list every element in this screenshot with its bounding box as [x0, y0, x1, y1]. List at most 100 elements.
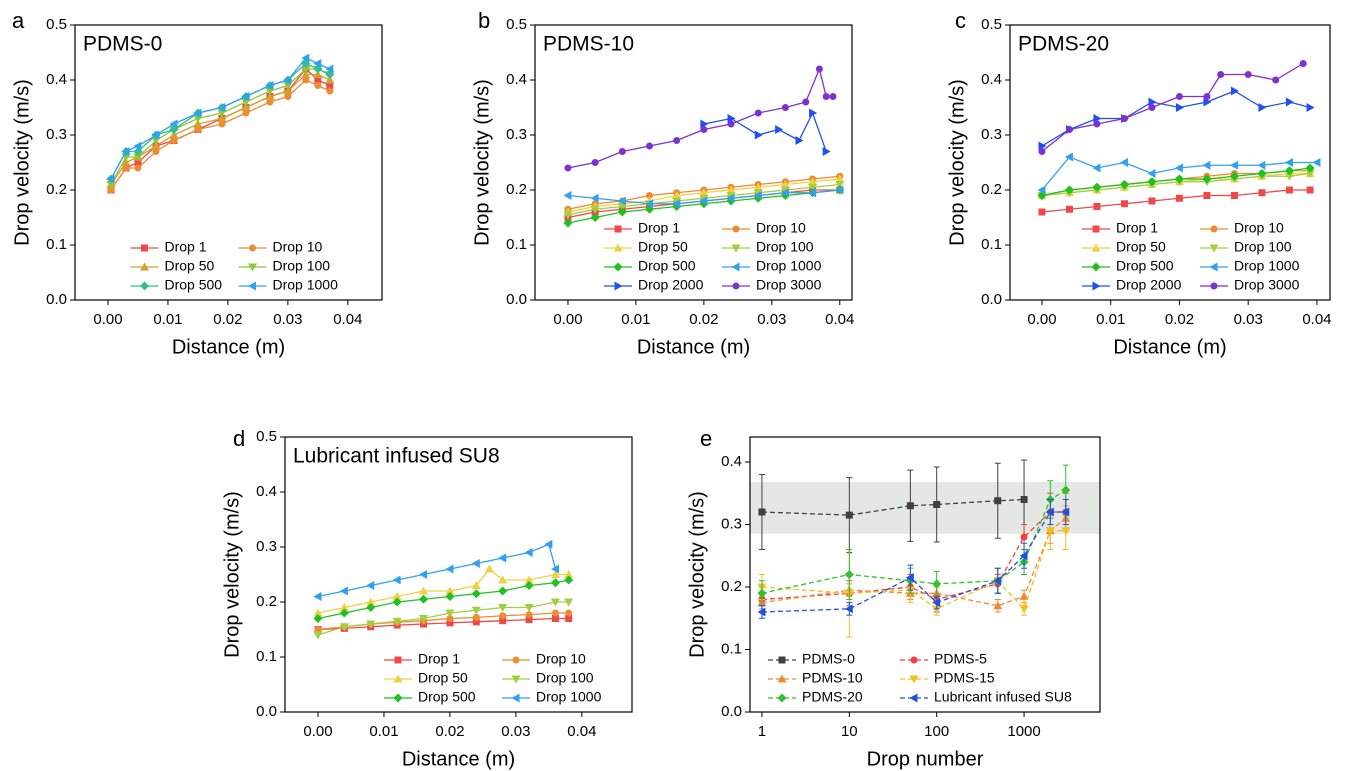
series-line	[110, 73, 331, 185]
y-tick-label: 0.2	[256, 593, 277, 610]
data-point	[107, 186, 115, 194]
data-point	[241, 92, 250, 101]
data-point	[757, 588, 767, 598]
data-point	[1230, 192, 1238, 199]
data-point	[753, 182, 763, 191]
panel-label: e	[700, 426, 712, 451]
data-point	[1037, 185, 1046, 195]
data-point	[617, 207, 627, 217]
legend-label: Drop 2000	[638, 277, 704, 293]
data-point	[905, 573, 914, 583]
data-point	[757, 607, 766, 617]
data-point	[1020, 533, 1028, 541]
x-axis-label: Drop number	[867, 748, 984, 770]
data-point	[151, 130, 160, 140]
legend-label: PDMS-20	[802, 689, 863, 705]
data-point	[754, 109, 762, 117]
data-point	[618, 148, 626, 156]
data-point	[122, 164, 130, 172]
legend-marker	[909, 693, 918, 703]
x-tick-label: 0.01	[621, 311, 650, 328]
data-point	[906, 502, 914, 510]
data-point	[1284, 172, 1294, 181]
data-point	[844, 604, 853, 614]
data-point	[1305, 170, 1315, 178]
data-point	[1119, 158, 1128, 167]
legend-marker	[1092, 281, 1101, 291]
y-axis-label: Drop velocity (m/s)	[946, 79, 968, 246]
data-point	[1065, 205, 1073, 213]
y-tick-label: 0.5	[506, 16, 527, 33]
data-point	[498, 553, 507, 563]
legend-marker	[141, 244, 148, 252]
data-point	[1147, 169, 1156, 178]
data-point	[525, 611, 533, 619]
data-point	[1093, 120, 1101, 128]
legend-marker	[1209, 262, 1218, 272]
data-point	[1175, 194, 1183, 202]
data-point	[809, 108, 818, 118]
legend-label: Drop 50	[165, 258, 215, 274]
data-point	[591, 159, 599, 166]
data-point	[169, 130, 179, 139]
data-point	[339, 608, 349, 618]
data-point	[565, 615, 573, 622]
x-tick-label: 0.00	[303, 723, 332, 740]
legend-label: Drop 100	[756, 239, 814, 255]
data-point	[106, 174, 115, 184]
legend-label: Drop 10	[756, 220, 806, 236]
data-point	[339, 623, 349, 632]
data-point	[1312, 158, 1321, 167]
data-point	[646, 192, 654, 200]
data-point	[563, 211, 573, 220]
data-point	[754, 130, 763, 140]
x-axis-label: Distance (m)	[1113, 336, 1226, 358]
x-tick-label: 0.02	[1165, 311, 1194, 328]
data-point	[133, 141, 142, 151]
data-point	[170, 137, 178, 145]
legend-marker	[248, 281, 256, 291]
data-point	[775, 125, 784, 134]
data-point	[645, 199, 654, 209]
data-point	[590, 205, 600, 214]
plot-frame	[284, 436, 633, 713]
data-point	[1258, 103, 1267, 112]
legend-label: Drop 100	[1234, 239, 1292, 255]
data-point	[780, 180, 790, 188]
data-point	[1119, 180, 1129, 189]
panel-title: Lubricant infused SU8	[293, 445, 500, 468]
x-tick-label: 0.03	[273, 311, 302, 328]
data-point	[326, 87, 334, 95]
data-point	[564, 575, 574, 585]
data-point	[366, 581, 375, 590]
data-point	[471, 581, 481, 589]
y-tick-label: 0.1	[46, 236, 67, 253]
data-point	[194, 126, 202, 133]
data-point	[1064, 152, 1073, 162]
legend-marker	[511, 693, 520, 703]
data-point	[326, 82, 334, 89]
data-point	[314, 626, 322, 633]
legend-label: Drop 10	[1234, 220, 1284, 236]
data-point	[301, 53, 310, 63]
y-tick-label: 0.2	[506, 181, 527, 198]
data-point	[550, 564, 559, 574]
legend-marker	[512, 656, 520, 664]
x-tick-label: 1000	[1007, 723, 1040, 740]
data-point	[242, 109, 250, 117]
data-point	[1020, 496, 1028, 503]
data-point	[835, 185, 844, 195]
legend-label: Drop 1	[1116, 220, 1158, 236]
plot-frame	[1009, 24, 1331, 301]
data-point	[1272, 76, 1280, 84]
x-tick-label: 0.00	[1027, 311, 1056, 328]
data-point	[313, 608, 323, 617]
data-point	[727, 120, 735, 128]
x-axis-label: Distance (m)	[172, 336, 285, 358]
data-point	[758, 508, 766, 516]
data-point	[1299, 60, 1307, 68]
x-axis-label: Distance (m)	[637, 336, 750, 358]
data-point	[563, 191, 572, 200]
legend-label: Drop 3000	[1234, 277, 1300, 293]
data-point	[524, 604, 534, 612]
